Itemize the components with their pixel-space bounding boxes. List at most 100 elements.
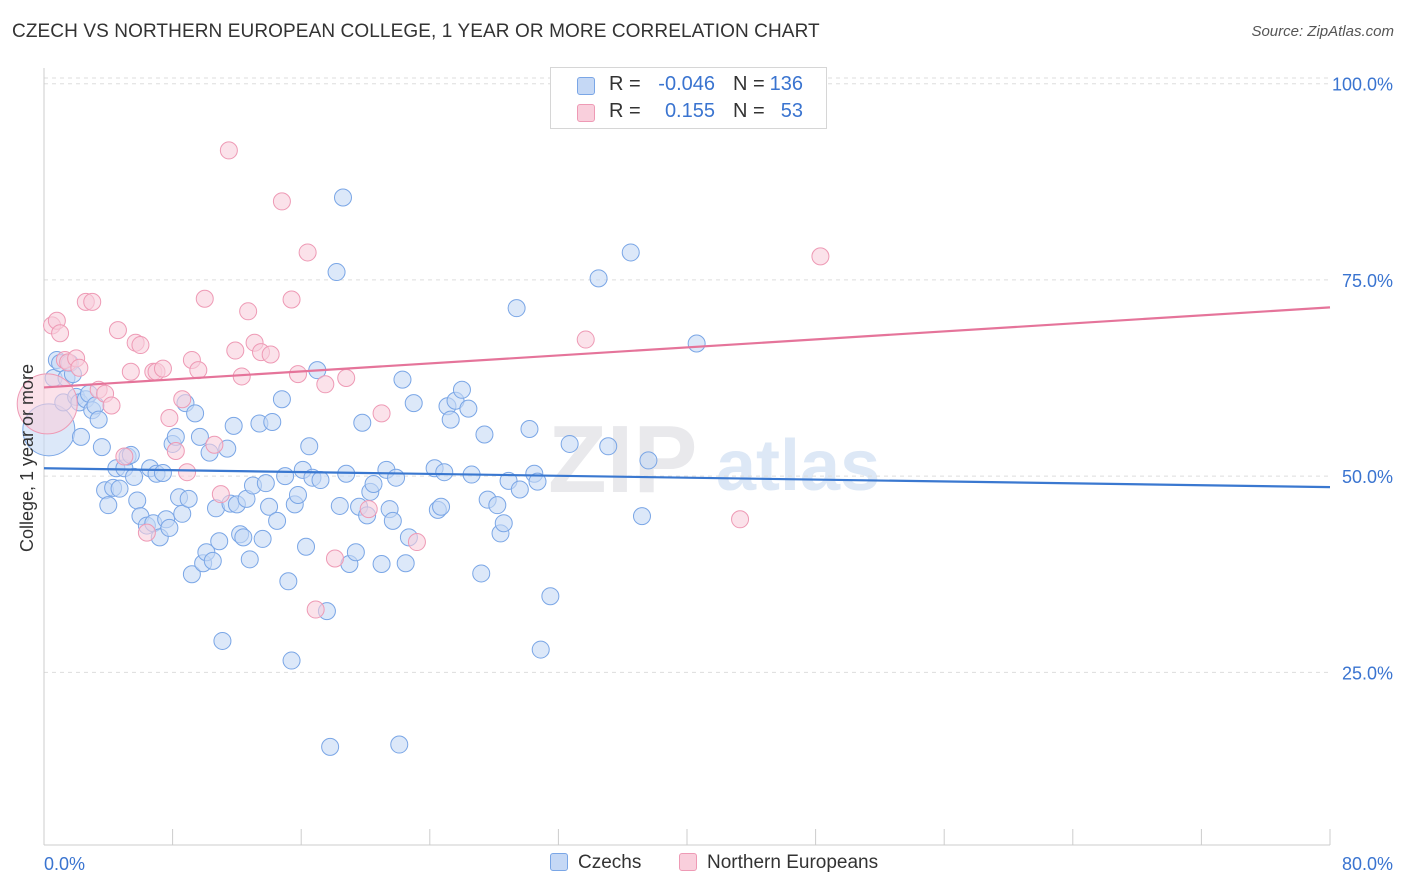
czechs-point[interactable] xyxy=(160,518,179,537)
czechs-point[interactable] xyxy=(396,554,415,573)
czechs-point[interactable] xyxy=(272,390,291,409)
czechs-point[interactable] xyxy=(153,463,172,482)
northern-europeans-point[interactable] xyxy=(115,447,134,466)
czechs-point[interactable] xyxy=(125,467,144,486)
czechs-point[interactable] xyxy=(541,587,560,606)
northern-europeans-point[interactable] xyxy=(576,330,595,349)
czechs-point[interactable] xyxy=(364,474,383,493)
czechs-point[interactable] xyxy=(253,529,272,548)
czechs-point[interactable] xyxy=(173,504,192,523)
czechs-point[interactable] xyxy=(452,380,471,399)
northern-europeans-point[interactable] xyxy=(83,292,102,311)
northern-europeans-point[interactable] xyxy=(219,141,238,160)
czechs-point[interactable] xyxy=(507,299,526,318)
czechs-point[interactable] xyxy=(599,437,618,456)
northern-europeans-point[interactable] xyxy=(272,192,291,211)
czechs-point[interactable] xyxy=(528,472,547,491)
czechs-point[interactable] xyxy=(110,479,129,498)
czechs-point[interactable] xyxy=(240,550,259,569)
czechs-point[interactable] xyxy=(210,532,229,551)
northern-europeans-point[interactable] xyxy=(372,404,391,423)
czechs-point[interactable] xyxy=(510,480,529,499)
czechs-point[interactable] xyxy=(520,420,539,439)
czechs-point[interactable] xyxy=(256,474,275,493)
czechs-point[interactable] xyxy=(459,399,478,418)
northern-europeans-point[interactable] xyxy=(407,533,426,552)
czechs-point[interactable] xyxy=(353,413,372,432)
czechs-point[interactable] xyxy=(383,511,402,530)
northern-europeans-point[interactable] xyxy=(811,247,830,266)
czechs-point[interactable] xyxy=(190,427,209,446)
czechs-point[interactable] xyxy=(288,485,307,504)
northern-europeans-point[interactable] xyxy=(325,549,344,568)
northern-europeans-point[interactable] xyxy=(337,369,356,388)
northern-europeans-point[interactable] xyxy=(166,442,185,461)
northern-europeans-point[interactable] xyxy=(239,302,258,321)
northern-europeans-point[interactable] xyxy=(173,390,192,409)
northern-europeans-point[interactable] xyxy=(160,409,179,428)
czechs-point[interactable] xyxy=(441,410,460,429)
czechs-point[interactable] xyxy=(589,269,608,288)
northern-europeans-point[interactable] xyxy=(306,600,325,619)
czechs-point[interactable] xyxy=(300,437,319,456)
czechs-point[interactable] xyxy=(89,410,108,429)
czechs-point[interactable] xyxy=(92,438,111,457)
czechs-point[interactable] xyxy=(311,471,330,490)
czechs-point[interactable] xyxy=(432,497,451,516)
legend-item-northern-europeans[interactable]: Northern Europeans xyxy=(679,852,878,874)
northern-europeans-point[interactable] xyxy=(261,345,280,364)
czechs-point[interactable] xyxy=(639,451,658,470)
legend-item-czechs[interactable]: Czechs xyxy=(550,852,641,874)
czechs-point[interactable] xyxy=(327,263,346,282)
czechs-point[interactable] xyxy=(297,537,316,556)
czechs-point[interactable] xyxy=(179,489,198,508)
czechs-point[interactable] xyxy=(128,491,147,510)
northern-europeans-point[interactable] xyxy=(137,523,156,542)
czechs-point[interactable] xyxy=(393,370,412,389)
czechs-point[interactable] xyxy=(390,735,409,754)
czechs-point[interactable] xyxy=(472,564,491,583)
czechs-point[interactable] xyxy=(263,412,282,431)
czechs-point[interactable] xyxy=(488,496,507,515)
northern-europeans-point[interactable] xyxy=(226,341,245,360)
czechs-point[interactable] xyxy=(387,468,406,487)
czechs-point[interactable] xyxy=(224,416,243,435)
northern-europeans-point[interactable] xyxy=(298,243,317,262)
czechs-point[interactable] xyxy=(346,543,365,562)
northern-europeans-point[interactable] xyxy=(70,358,89,377)
czechs-point[interactable] xyxy=(268,511,287,530)
czechs-point[interactable] xyxy=(260,497,279,516)
northern-europeans-point[interactable] xyxy=(205,435,224,454)
czechs-point[interactable] xyxy=(333,188,352,207)
czechs-point[interactable] xyxy=(321,737,340,756)
czechs-point[interactable] xyxy=(404,394,423,413)
czechs-point[interactable] xyxy=(372,555,391,574)
northern-europeans-point[interactable] xyxy=(282,290,301,309)
northern-europeans-point[interactable] xyxy=(131,336,150,355)
northern-europeans-point[interactable] xyxy=(51,324,70,343)
northern-europeans-point[interactable] xyxy=(178,463,197,482)
northern-europeans-point[interactable] xyxy=(108,321,127,340)
czechs-point[interactable] xyxy=(531,640,550,659)
northern-europeans-point[interactable] xyxy=(189,361,208,380)
czechs-point[interactable] xyxy=(687,334,706,353)
northern-europeans-point[interactable] xyxy=(316,375,335,394)
northern-europeans-point[interactable] xyxy=(359,500,378,519)
czechs-point[interactable] xyxy=(276,467,295,486)
northern-europeans-point[interactable] xyxy=(121,362,140,381)
northern-europeans-point[interactable] xyxy=(153,359,172,378)
northern-europeans-point[interactable] xyxy=(102,396,121,415)
czechs-point[interactable] xyxy=(213,631,232,650)
czechs-point[interactable] xyxy=(621,243,640,262)
czechs-point[interactable] xyxy=(282,651,301,670)
northern-europeans-point[interactable] xyxy=(211,485,230,504)
northern-europeans-point[interactable] xyxy=(16,373,78,435)
czechs-point[interactable] xyxy=(203,551,222,570)
czechs-point[interactable] xyxy=(99,496,118,515)
northern-europeans-point[interactable] xyxy=(195,289,214,308)
czechs-point[interactable] xyxy=(435,463,454,482)
czechs-point[interactable] xyxy=(182,565,201,584)
northern-europeans-point[interactable] xyxy=(731,510,750,529)
czechs-point[interactable] xyxy=(475,425,494,444)
czechs-point[interactable] xyxy=(560,434,579,453)
